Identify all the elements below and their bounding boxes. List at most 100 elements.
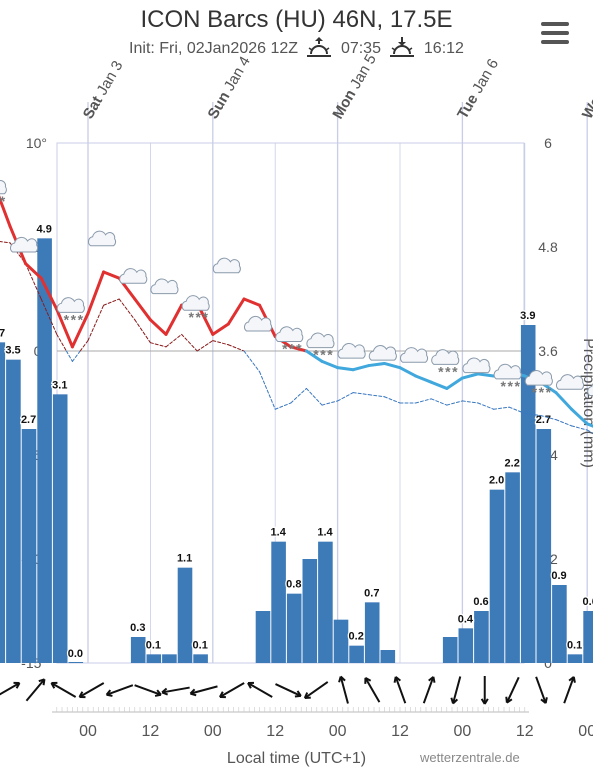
wind-arrow-head (161, 691, 169, 696)
dewpoint-line-segment (539, 414, 557, 421)
cloud-icon (244, 315, 273, 332)
dewpoint-line-segment (477, 402, 495, 410)
precip-labels: 0.73.73.52.74.93.10.00.30.11.10.11.40.81… (0, 222, 593, 661)
precip-value-label: 0.4 (458, 613, 474, 625)
wind-arrow-shaft (422, 676, 435, 704)
cloud-icon (150, 278, 179, 295)
wind-arrow (450, 676, 462, 705)
snowflake-mark: * (71, 311, 77, 327)
cloud-shape (88, 230, 117, 247)
cloud-shape (368, 345, 397, 361)
temperature-line-segment (39, 276, 59, 311)
temperature-line-segment (242, 297, 262, 307)
wind-arrow-shaft (247, 682, 273, 698)
temperature-line-segment (55, 307, 74, 349)
wind-arrow-head (247, 682, 252, 689)
y-right-tick-label: 6 (544, 135, 552, 151)
snow-cloud-icon: *** (524, 370, 553, 400)
dewpoint-line-segment (555, 419, 573, 427)
temperature-line-segment (367, 361, 386, 368)
cloud-icon (337, 343, 366, 359)
snowflake-mark: * (546, 384, 552, 400)
snowflake-mark: * (500, 378, 506, 394)
snowflake-mark: * (313, 347, 319, 363)
x-axis-title: Local time (UTC+1) (226, 750, 367, 767)
temperature-line-segment (336, 366, 355, 372)
temperature-line-segment (414, 374, 433, 384)
wind-arrow-shaft (535, 676, 547, 704)
snowflake-mark: * (188, 309, 194, 325)
temperature-line-segment (570, 407, 589, 426)
dewpoint-line-segment (352, 392, 370, 396)
snowflake-mark: * (452, 363, 458, 379)
wind-arrow (78, 682, 105, 699)
dewpoint-line-segment (305, 387, 323, 406)
wind-arrow (161, 686, 190, 696)
precip-bar (536, 429, 552, 663)
precip-bar (193, 654, 208, 663)
dewpoint-line-segment (290, 387, 307, 404)
wind-arrow (189, 685, 218, 697)
precip-value-label: 3.9 (520, 310, 535, 322)
dewpoint-line-segment (0, 241, 11, 244)
wind-arrow-shaft (219, 682, 245, 698)
dewpoint-line-segment (25, 263, 42, 300)
wind-arrow (303, 681, 329, 700)
dewpoint-line-segment (134, 319, 151, 344)
precip-value-label: 0.1 (193, 639, 208, 651)
temperature-line-segment (382, 361, 402, 370)
temperature-line-segment (429, 380, 449, 390)
temperature-line-segment (554, 391, 574, 411)
cloud-shape (556, 374, 585, 390)
hour-tick-label: 12 (516, 723, 534, 740)
cloud-shape (337, 343, 366, 359)
wind-arrow-shaft (106, 684, 134, 696)
precip-value-label: 2.0 (489, 475, 504, 487)
temperature-line-segment (164, 303, 184, 336)
precip-value-label: 0.3 (130, 622, 145, 634)
dewpoint-line-segment (212, 340, 229, 346)
wind-arrow-shaft (78, 682, 105, 698)
cloud-icon (556, 374, 585, 390)
dewpoint-line-segment (337, 392, 354, 402)
dewpoint-line-segment (87, 304, 105, 342)
wind-arrow (219, 682, 245, 699)
snowflake-mark: * (320, 347, 326, 363)
dewpoint-line-segment (461, 400, 479, 404)
temperature-line-segment (70, 312, 90, 349)
precip-bar (552, 585, 567, 663)
wind-arrow-shaft (25, 678, 46, 702)
dewpoint-line-segment (103, 298, 120, 306)
sunrise-icon (307, 37, 332, 57)
hour-tick-label: 12 (142, 723, 160, 740)
wind-arrow (105, 684, 134, 697)
menu-icon[interactable] (541, 22, 569, 44)
precip-value-label: 1.4 (271, 527, 287, 539)
wind-arrow-head (568, 676, 575, 682)
sunset-icon (390, 37, 415, 57)
precip-value-label: 0.6 (473, 596, 488, 608)
precip-bar (489, 489, 505, 663)
precip-bar (37, 238, 52, 664)
precip-value-label: 2.7 (21, 414, 36, 426)
temperature-line-segment (148, 318, 168, 336)
dewpoint-line-segment (368, 394, 385, 398)
wind-arrow-head (506, 698, 513, 704)
precip-bar (474, 611, 489, 663)
y-left-tick-label: 10° (26, 135, 47, 151)
precip-value-label: 0.1 (146, 639, 161, 651)
wind-arrow (0, 681, 21, 696)
precip-bar (271, 541, 286, 663)
snow-cloud-icon: *** (275, 326, 304, 356)
dewpoint-line (0, 241, 593, 434)
cloud-shape (0, 180, 7, 195)
precip-bar (505, 472, 520, 663)
wind-arrow-head (296, 690, 302, 697)
temperature-line-segment (0, 195, 12, 228)
wind-arrow-shaft (304, 681, 329, 699)
precip-bar (146, 654, 162, 663)
cloud-shape (493, 363, 522, 380)
temperature-line-segment (86, 270, 106, 316)
day-label: Sun Jan 4 (205, 54, 254, 122)
precip-value-label: 0.9 (551, 570, 566, 582)
